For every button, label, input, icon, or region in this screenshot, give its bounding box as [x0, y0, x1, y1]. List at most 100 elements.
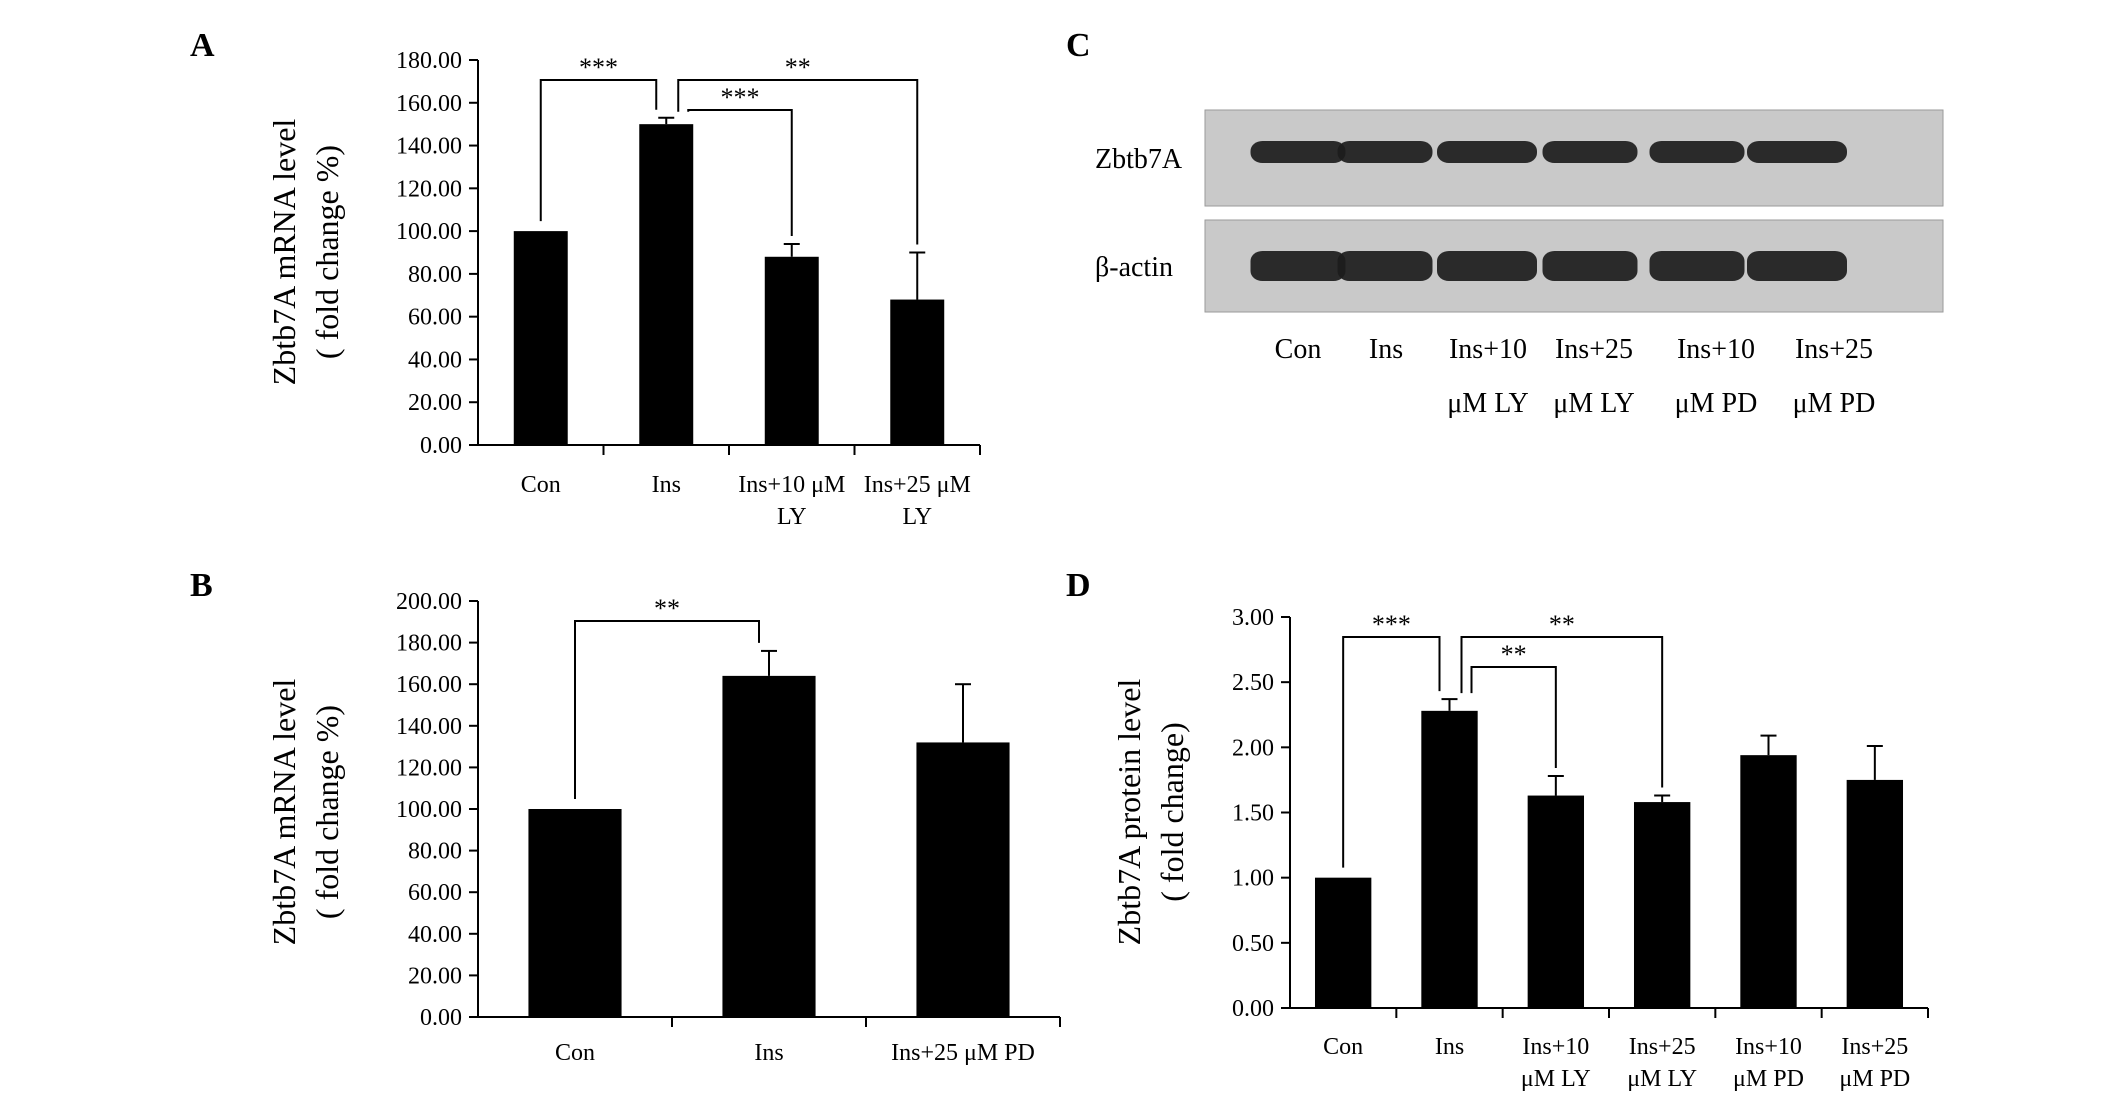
y-tick-label: 0.00	[420, 433, 462, 459]
y-axis-label: ( fold change %)	[309, 705, 345, 919]
y-axis-label: Zbtb7A mRNA level	[266, 119, 302, 386]
blot-band	[1747, 251, 1847, 281]
y-tick-label: 40.00	[408, 922, 462, 948]
blot-lane-label: μM LY	[1447, 388, 1528, 419]
y-tick-label: 200.00	[396, 589, 462, 615]
y-tick-label: 120.00	[396, 755, 462, 781]
x-category-label: Con	[555, 1040, 595, 1066]
y-tick-label: 180.00	[396, 48, 462, 74]
blot-lane-label: Ins+25	[1555, 334, 1633, 365]
x-category-label: Ins+25 μM PD	[891, 1040, 1035, 1066]
panel-label: B	[190, 567, 213, 604]
western-blot-panel: C Zbtb7A β-actin Con Ins Ins+10 μM LY Ins+25 μM …	[1066, 27, 1944, 419]
bar	[639, 124, 694, 446]
x-category-label: Ins	[1435, 1034, 1464, 1060]
y-tick-label: 0.00	[420, 1005, 462, 1031]
y-axis-label: ( fold change %)	[309, 145, 345, 359]
y-tick-label: 0.50	[1232, 931, 1274, 957]
blot-lane-label: μM PD	[1793, 388, 1876, 419]
bar	[1740, 755, 1797, 1008]
significance-bracket	[539, 79, 658, 222]
significance-marker: ***	[579, 53, 618, 82]
chart-panel-a: A 0.00 20.00 40.00 60.00 80.00 100.00 120.00 140…	[190, 27, 981, 530]
significance-marker: **	[785, 53, 811, 82]
blot-band	[1437, 141, 1537, 163]
significance-bracket	[1470, 666, 1557, 769]
y-tick-label: 100.00	[396, 219, 462, 245]
x-category-label: μM LY	[1627, 1066, 1697, 1092]
panel-label: C	[1066, 27, 1091, 64]
blot-lane-label: Con	[1275, 334, 1322, 365]
blot-band	[1437, 251, 1537, 281]
y-tick-label: 0.00	[1232, 996, 1274, 1022]
x-category-label: LY	[902, 504, 932, 530]
y-tick-label: 80.00	[408, 839, 462, 865]
y-tick-label: 20.00	[408, 390, 462, 416]
y-tick-label: 140.00	[396, 134, 462, 160]
significance-bracket	[677, 79, 919, 245]
chart-panel-b: B 0.00 20.00 40.00 60.00 80.00 100.00 120.00 140…	[190, 567, 1061, 1066]
y-tick-label: 160.00	[396, 672, 462, 698]
blot-lane-label: Ins+25	[1795, 334, 1873, 365]
bar	[890, 299, 945, 445]
blot-band	[1747, 141, 1847, 163]
x-category-label: Ins	[754, 1040, 783, 1066]
bar	[528, 809, 622, 1017]
y-tick-label: 20.00	[408, 963, 462, 989]
significance-bracket	[1460, 636, 1664, 788]
x-category-label: Ins+25	[1841, 1034, 1908, 1060]
x-category-label: μM PD	[1839, 1066, 1910, 1092]
significance-bracket	[687, 109, 793, 236]
bar	[513, 231, 568, 445]
x-category-label: Ins	[652, 472, 681, 498]
y-tick-label: 60.00	[408, 880, 462, 906]
y-tick-label: 1.50	[1232, 801, 1274, 827]
y-axis-label: ( fold change)	[1154, 722, 1190, 901]
blot-band	[1542, 251, 1638, 281]
bar	[916, 742, 1010, 1017]
bar	[722, 675, 816, 1017]
significance-bracket	[1342, 636, 1441, 868]
blot-row-label: β-actin	[1095, 252, 1173, 283]
bar	[1846, 779, 1904, 1008]
y-tick-label: 2.50	[1232, 670, 1274, 696]
x-category-label: Ins+10	[1522, 1034, 1589, 1060]
x-category-label: Ins+25 μM	[864, 472, 971, 498]
y-tick-label: 100.00	[396, 797, 462, 823]
x-category-label: Ins+25	[1629, 1034, 1696, 1060]
y-tick-label: 180.00	[396, 631, 462, 657]
bar	[1527, 795, 1585, 1008]
panel-label: A	[190, 27, 215, 64]
x-category-label: Con	[1323, 1034, 1363, 1060]
x-category-label: Ins+10	[1735, 1034, 1802, 1060]
blot-band	[1649, 141, 1745, 163]
x-category-label: LY	[777, 504, 807, 530]
y-tick-label: 80.00	[408, 262, 462, 288]
blot-lane-label: Ins	[1369, 334, 1403, 365]
significance-marker: **	[654, 594, 680, 623]
panel-label: D	[1066, 567, 1091, 604]
y-tick-label: 140.00	[396, 714, 462, 740]
blot-lane-label: μM PD	[1675, 388, 1758, 419]
significance-marker: ***	[1372, 610, 1411, 639]
chart-panel-d: D 0.00 0.50 1.00 1.50 2.00 2.50 3.00 Con Ins Ins+1…	[1066, 567, 1929, 1092]
x-category-label: Con	[521, 472, 561, 498]
significance-marker: ***	[721, 83, 760, 112]
bar	[764, 256, 819, 445]
blot-band	[1649, 251, 1745, 281]
y-tick-label: 3.00	[1232, 605, 1274, 631]
y-axis-label: Zbtb7A protein level	[1111, 679, 1147, 946]
blot-row-label: Zbtb7A	[1095, 144, 1183, 175]
blot-lane-label: μM LY	[1553, 388, 1634, 419]
x-category-label: Ins+10 μM	[738, 472, 845, 498]
y-tick-label: 60.00	[408, 305, 462, 331]
blot-band	[1337, 251, 1433, 281]
x-category-label: μM PD	[1733, 1066, 1804, 1092]
significance-marker: **	[1549, 610, 1575, 639]
y-axis-label: Zbtb7A mRNA level	[266, 679, 302, 946]
bar	[1633, 802, 1691, 1008]
x-category-label: μM LY	[1521, 1066, 1591, 1092]
y-tick-label: 160.00	[396, 91, 462, 117]
blot-band	[1250, 251, 1346, 281]
